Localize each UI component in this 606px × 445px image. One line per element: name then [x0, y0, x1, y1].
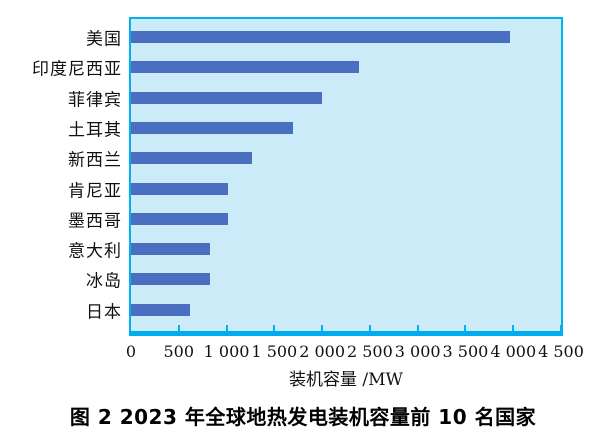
x-tick-mark [321, 325, 324, 331]
category-label-5: 新西兰 [68, 150, 122, 171]
category-label-7: 墨西哥 [68, 211, 122, 232]
figure-caption: 图 2 2023 年全球地热发电装机容量前 10 名国家 [69, 405, 537, 429]
x-tick-mark [416, 325, 419, 331]
x-tick-label: 1 500 [251, 342, 298, 361]
bar-5 [131, 152, 253, 165]
bar-series [131, 19, 562, 331]
category-label-8: 意大利 [68, 241, 122, 262]
category-label-2: 印度尼西亚 [32, 59, 122, 80]
x-tick-mark [273, 325, 276, 331]
bar-1 [131, 31, 511, 43]
category-label-3: 菲律宾 [68, 90, 122, 111]
x-tick-mark [368, 325, 371, 331]
x-tick-mark [225, 325, 228, 331]
x-tick-mark [560, 325, 562, 331]
category-label-6: 肯尼亚 [68, 181, 122, 201]
category-label-4: 土耳其 [68, 120, 122, 141]
x-tick-label: 2 000 [299, 342, 346, 361]
x-tick-label: 500 [163, 342, 195, 361]
bar-6 [131, 182, 229, 195]
x-tick-label: 3 500 [442, 342, 489, 361]
bar-9 [131, 273, 210, 286]
x-tick-label: 3 000 [394, 342, 441, 361]
bar-7 [131, 212, 228, 225]
x-tick-label: 1 000 [203, 342, 250, 361]
x-axis-title: 装机容量 /MW [288, 370, 403, 390]
category-label-9: 冰岛 [86, 271, 122, 292]
bar-2 [131, 61, 360, 74]
category-label-1: 美国 [86, 29, 122, 50]
x-tick-mark [512, 325, 515, 331]
x-tick-label: 0 [125, 342, 137, 361]
bar-4 [131, 121, 294, 134]
bar-3 [131, 91, 323, 104]
x-tick-mark [464, 325, 467, 331]
category-axis: 美国印度尼西亚菲律宾土耳其新西兰肯尼亚墨西哥意大利冰岛日本 [0, 19, 122, 331]
category-label-10: 日本 [86, 302, 122, 323]
x-tick-label: 4 500 [538, 342, 584, 361]
x-axis-tick-labels: 0 500 1 000 1 500 2 000 2 500 3 000 3 500 4 000 4… [126, 342, 584, 361]
x-tick-label: 4 000 [490, 342, 537, 361]
x-tick-label: 2 500 [346, 342, 393, 361]
x-tick-mark [177, 325, 180, 331]
bar-8 [131, 243, 210, 256]
plot-area [129, 17, 563, 336]
bar-10 [131, 303, 191, 316]
